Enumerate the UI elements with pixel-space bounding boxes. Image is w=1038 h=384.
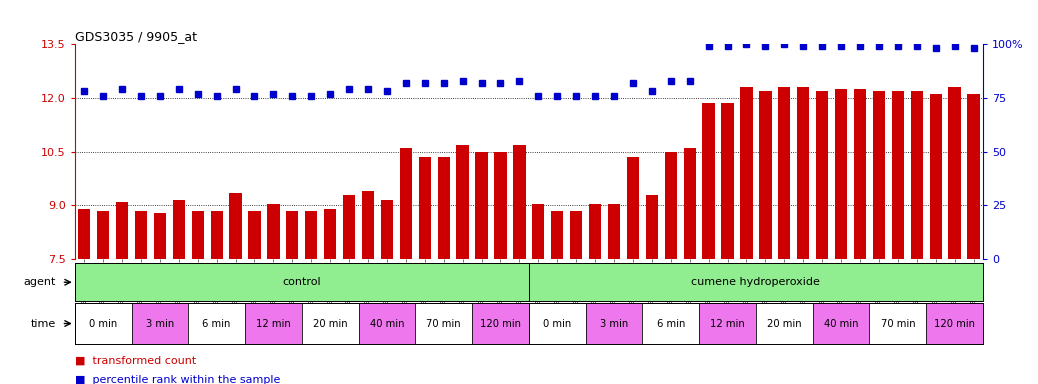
Bar — [418, 157, 431, 259]
Bar — [797, 87, 810, 259]
Text: GDS3035 / 9905_at: GDS3035 / 9905_at — [75, 30, 197, 43]
Bar — [343, 195, 355, 259]
Bar — [358, 303, 415, 344]
Text: 3 min: 3 min — [600, 318, 628, 329]
Text: control: control — [282, 277, 321, 287]
Bar — [192, 211, 203, 259]
Text: 40 min: 40 min — [370, 318, 404, 329]
Bar — [245, 303, 302, 344]
Bar — [438, 157, 449, 259]
Text: 70 min: 70 min — [880, 318, 916, 329]
Bar — [759, 91, 771, 259]
Bar — [154, 213, 166, 259]
Bar — [78, 209, 90, 259]
Text: agent: agent — [24, 277, 56, 287]
Bar — [229, 193, 242, 259]
Text: time: time — [30, 318, 56, 329]
Bar — [892, 91, 904, 259]
Bar — [116, 202, 128, 259]
Text: 12 min: 12 min — [710, 318, 745, 329]
Bar — [211, 211, 223, 259]
Bar — [513, 144, 525, 259]
Text: 6 min: 6 min — [202, 318, 230, 329]
Bar — [700, 303, 756, 344]
Bar — [873, 91, 885, 259]
Bar — [664, 152, 677, 259]
Bar — [188, 303, 245, 344]
Bar — [910, 91, 923, 259]
Bar — [302, 303, 358, 344]
Bar — [267, 204, 279, 259]
Bar — [589, 204, 601, 259]
Bar — [400, 148, 412, 259]
Text: 3 min: 3 min — [145, 318, 174, 329]
Bar — [286, 211, 299, 259]
Bar — [926, 303, 983, 344]
Bar — [778, 87, 791, 259]
Bar — [362, 191, 374, 259]
Bar — [967, 94, 980, 259]
Bar — [472, 303, 528, 344]
Bar — [646, 195, 658, 259]
Bar — [135, 211, 147, 259]
Text: 20 min: 20 min — [312, 318, 348, 329]
Bar — [97, 211, 109, 259]
Bar — [457, 144, 469, 259]
Bar — [608, 204, 620, 259]
Bar — [381, 200, 393, 259]
Bar — [684, 148, 695, 259]
Bar — [703, 103, 715, 259]
Bar — [740, 87, 753, 259]
Bar — [494, 152, 507, 259]
Bar — [870, 303, 926, 344]
Bar — [570, 211, 582, 259]
Bar — [532, 204, 545, 259]
Text: ■  percentile rank within the sample: ■ percentile rank within the sample — [75, 375, 280, 384]
Text: 120 min: 120 min — [934, 318, 975, 329]
Bar — [949, 87, 961, 259]
Text: 120 min: 120 min — [480, 318, 521, 329]
Bar — [475, 152, 488, 259]
Bar — [627, 157, 639, 259]
Bar — [75, 303, 132, 344]
Bar — [551, 211, 564, 259]
Bar — [324, 209, 336, 259]
Bar — [813, 303, 870, 344]
Bar — [756, 303, 813, 344]
Bar — [816, 91, 828, 259]
Bar — [585, 303, 643, 344]
Bar — [528, 303, 585, 344]
Bar — [835, 89, 847, 259]
Bar — [854, 89, 866, 259]
Text: 70 min: 70 min — [427, 318, 461, 329]
Bar — [75, 263, 528, 301]
Bar — [930, 94, 941, 259]
Text: ■  transformed count: ■ transformed count — [75, 356, 196, 366]
Bar — [721, 103, 734, 259]
Bar — [132, 303, 188, 344]
Text: 40 min: 40 min — [824, 318, 858, 329]
Bar — [528, 263, 983, 301]
Text: 0 min: 0 min — [89, 318, 117, 329]
Text: 0 min: 0 min — [543, 318, 571, 329]
Text: 20 min: 20 min — [767, 318, 801, 329]
Bar — [415, 303, 472, 344]
Bar — [248, 211, 261, 259]
Bar — [172, 200, 185, 259]
Text: 6 min: 6 min — [657, 318, 685, 329]
Text: cumene hydroperoxide: cumene hydroperoxide — [691, 277, 820, 287]
Text: 12 min: 12 min — [256, 318, 291, 329]
Bar — [643, 303, 700, 344]
Bar — [305, 211, 318, 259]
